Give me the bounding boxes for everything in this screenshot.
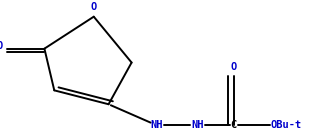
Text: NH: NH <box>191 120 204 130</box>
Text: O: O <box>0 41 3 51</box>
Text: NH: NH <box>150 120 163 130</box>
Text: C: C <box>231 120 237 130</box>
Text: O: O <box>91 2 97 12</box>
Text: OBu-t: OBu-t <box>271 120 302 130</box>
Text: O: O <box>231 62 237 72</box>
